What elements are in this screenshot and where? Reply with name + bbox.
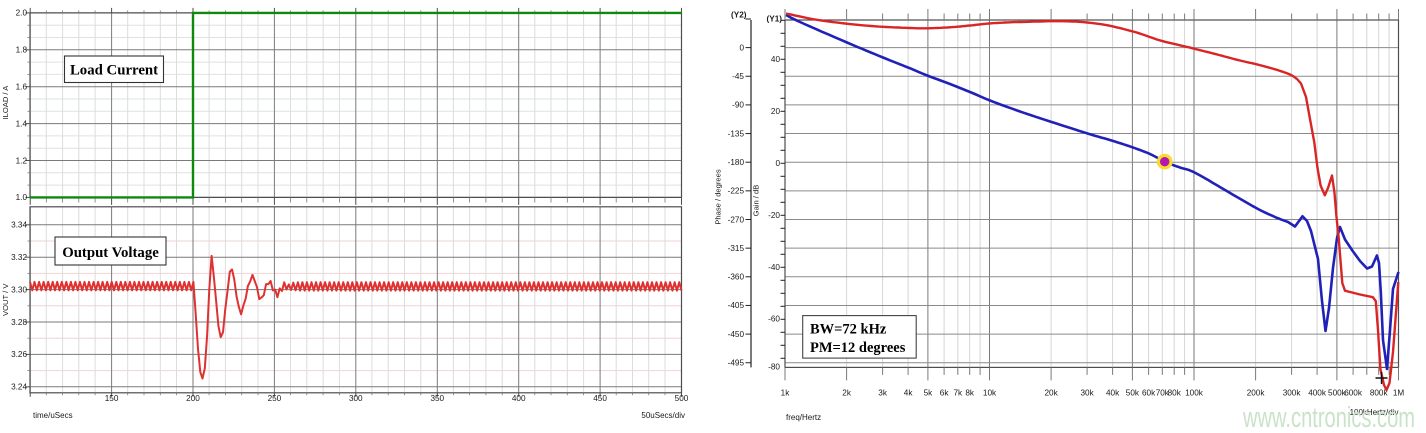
svg-text:500: 500 bbox=[675, 394, 689, 403]
svg-text:300k: 300k bbox=[1283, 389, 1302, 398]
svg-text:30k: 30k bbox=[1080, 389, 1094, 398]
svg-text:time/uSecs: time/uSecs bbox=[33, 411, 73, 420]
svg-text:Load Current: Load Current bbox=[70, 63, 158, 79]
svg-text:600k: 600k bbox=[1344, 389, 1363, 398]
svg-text:1.6: 1.6 bbox=[16, 83, 28, 92]
svg-text:3.26: 3.26 bbox=[11, 350, 27, 359]
svg-text:40k: 40k bbox=[1106, 389, 1120, 398]
svg-text:(Y2): (Y2) bbox=[731, 10, 747, 19]
svg-text:-450: -450 bbox=[728, 330, 745, 339]
svg-text:7k: 7k bbox=[953, 389, 963, 398]
svg-text:1.8: 1.8 bbox=[16, 46, 28, 55]
svg-text:-90: -90 bbox=[732, 101, 744, 110]
svg-text:3.32: 3.32 bbox=[11, 253, 27, 262]
svg-text:-225: -225 bbox=[728, 187, 745, 196]
svg-text:250: 250 bbox=[268, 394, 282, 403]
svg-text:VOUT / V: VOUT / V bbox=[1, 283, 10, 316]
svg-text:-360: -360 bbox=[728, 273, 745, 282]
svg-text:-80: -80 bbox=[768, 362, 780, 371]
svg-text:-270: -270 bbox=[728, 215, 745, 224]
svg-text:-405: -405 bbox=[728, 301, 745, 310]
svg-text:1.2: 1.2 bbox=[16, 156, 28, 165]
svg-text:20k: 20k bbox=[1044, 389, 1058, 398]
svg-text:80k: 80k bbox=[1168, 389, 1182, 398]
svg-text:-45: -45 bbox=[732, 72, 744, 81]
svg-text:20: 20 bbox=[771, 107, 781, 116]
svg-text:1.4: 1.4 bbox=[16, 119, 28, 128]
svg-text:BW=72 kHz: BW=72 kHz bbox=[810, 322, 887, 338]
svg-text:4k: 4k bbox=[904, 389, 914, 398]
svg-text:8k: 8k bbox=[965, 389, 975, 398]
svg-text:3.24: 3.24 bbox=[11, 383, 27, 392]
svg-text:6k: 6k bbox=[940, 389, 950, 398]
svg-text:300: 300 bbox=[349, 394, 363, 403]
svg-text:-60: -60 bbox=[768, 314, 780, 323]
svg-text:60k: 60k bbox=[1142, 389, 1156, 398]
svg-text:0: 0 bbox=[739, 43, 744, 52]
svg-text:-180: -180 bbox=[728, 158, 745, 167]
svg-text:1.0: 1.0 bbox=[16, 193, 28, 202]
svg-text:5k: 5k bbox=[924, 389, 934, 398]
svg-text:450: 450 bbox=[593, 394, 607, 403]
svg-text:Phase / degrees: Phase / degrees bbox=[714, 169, 723, 225]
svg-text:freq/Hertz: freq/Hertz bbox=[786, 413, 821, 422]
svg-text:400k: 400k bbox=[1308, 389, 1327, 398]
svg-text:-135: -135 bbox=[728, 129, 745, 138]
svg-text:400: 400 bbox=[512, 394, 526, 403]
svg-text:www.cntronics.com: www.cntronics.com bbox=[1242, 402, 1415, 433]
svg-text:3.30: 3.30 bbox=[11, 285, 27, 294]
svg-text:50k: 50k bbox=[1126, 389, 1140, 398]
svg-text:500k: 500k bbox=[1328, 389, 1347, 398]
svg-text:1M: 1M bbox=[1393, 389, 1405, 398]
svg-text:Gain / dB: Gain / dB bbox=[752, 185, 761, 217]
svg-text:-20: -20 bbox=[768, 211, 780, 220]
svg-text:3.28: 3.28 bbox=[11, 318, 27, 327]
svg-text:0: 0 bbox=[775, 159, 780, 168]
svg-text:3k: 3k bbox=[878, 389, 888, 398]
svg-text:50uSecs/div: 50uSecs/div bbox=[641, 411, 685, 420]
svg-text:(Y1): (Y1) bbox=[767, 14, 783, 23]
svg-text:200k: 200k bbox=[1247, 389, 1266, 398]
svg-text:2.0: 2.0 bbox=[16, 9, 28, 18]
svg-text:100kHertz/div: 100kHertz/div bbox=[1350, 408, 1399, 417]
svg-text:-40: -40 bbox=[768, 263, 780, 272]
svg-text:PM=12 degrees: PM=12 degrees bbox=[810, 340, 906, 356]
svg-text:-495: -495 bbox=[728, 359, 745, 368]
svg-text:350: 350 bbox=[430, 394, 444, 403]
svg-text:100k: 100k bbox=[1185, 389, 1204, 398]
svg-text:70k: 70k bbox=[1156, 389, 1170, 398]
svg-text:3.34: 3.34 bbox=[11, 221, 27, 230]
svg-text:800k: 800k bbox=[1370, 389, 1389, 398]
svg-text:2k: 2k bbox=[842, 389, 852, 398]
svg-text:10k: 10k bbox=[983, 389, 997, 398]
svg-text:ILOAD / A: ILOAD / A bbox=[1, 85, 10, 120]
svg-text:150: 150 bbox=[105, 394, 119, 403]
svg-text:Output Voltage: Output Voltage bbox=[62, 245, 159, 261]
svg-text:200: 200 bbox=[186, 394, 200, 403]
svg-text:1k: 1k bbox=[781, 389, 791, 398]
svg-text:40: 40 bbox=[771, 55, 781, 64]
svg-text:-315: -315 bbox=[728, 244, 745, 253]
